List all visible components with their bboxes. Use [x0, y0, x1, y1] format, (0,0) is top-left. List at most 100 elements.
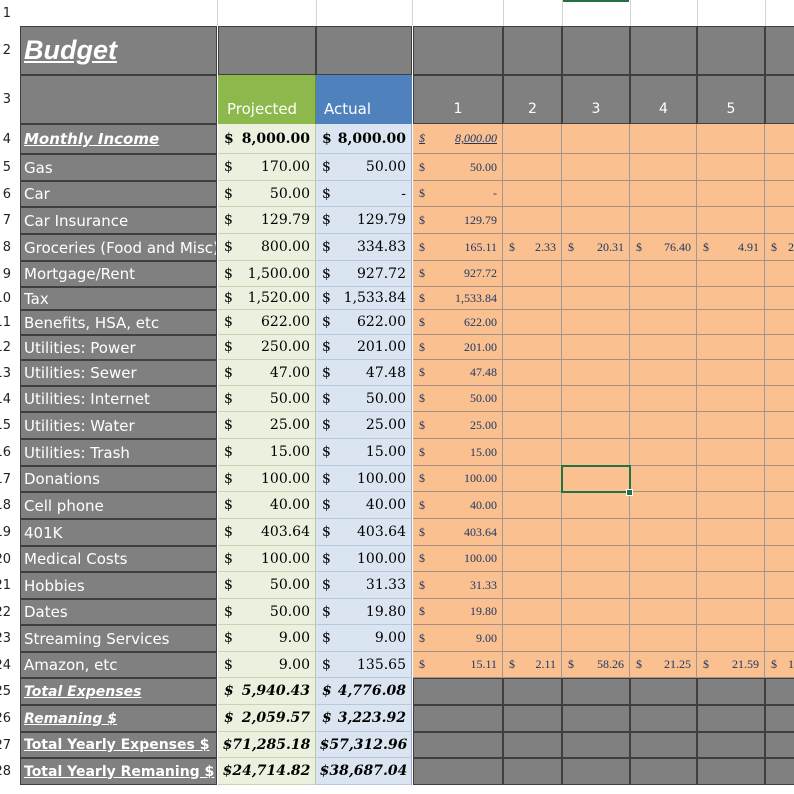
- expense-actual[interactable]: $50.00: [316, 154, 412, 181]
- expense-week-5[interactable]: [697, 412, 765, 439]
- expense-week-3[interactable]: [562, 599, 630, 625]
- expense-projected[interactable]: $9.00: [218, 625, 316, 652]
- expense-actual[interactable]: $403.64: [316, 519, 412, 546]
- expense-week-2[interactable]: [503, 310, 562, 335]
- expense-week-5[interactable]: [697, 287, 765, 310]
- expense-week-5[interactable]: [697, 360, 765, 386]
- expense-week-4[interactable]: [630, 625, 697, 652]
- week-header[interactable]: 4: [630, 75, 697, 124]
- expense-week-6[interactable]: [765, 360, 794, 386]
- expense-week-6[interactable]: [765, 519, 794, 546]
- expense-label[interactable]: Groceries (Food and Misc): [20, 234, 217, 261]
- expense-week-6[interactable]: [765, 466, 794, 492]
- expense-actual[interactable]: $201.00: [316, 335, 412, 360]
- totals-label[interactable]: Total Yearly Expenses $: [20, 732, 217, 758]
- expense-week-4[interactable]: [630, 181, 697, 207]
- row-header[interactable]: 1: [0, 0, 12, 26]
- row-header[interactable]: 18: [0, 492, 12, 519]
- expense-projected[interactable]: $50.00: [218, 386, 316, 412]
- expense-actual[interactable]: $ -: [316, 181, 412, 207]
- expense-projected[interactable]: $1,500.00: [218, 261, 316, 287]
- expense-actual[interactable]: $334.83: [316, 234, 412, 261]
- expense-projected[interactable]: $50.00: [218, 599, 316, 625]
- expense-week-1[interactable]: $19.80: [413, 599, 503, 625]
- expense-projected[interactable]: $40.00: [218, 492, 316, 519]
- expense-label[interactable]: Utilities: Sewer: [20, 360, 217, 386]
- expense-actual[interactable]: $129.79: [316, 207, 412, 234]
- totals-actual[interactable]: $57,312.96: [316, 732, 412, 758]
- expense-week-2[interactable]: [503, 287, 562, 310]
- expense-week-3[interactable]: [562, 154, 630, 181]
- expense-week-3[interactable]: [562, 572, 630, 599]
- expense-week-3[interactable]: [562, 287, 630, 310]
- orange-cell[interactable]: [562, 124, 630, 154]
- expense-week-2[interactable]: $2.11: [503, 652, 562, 678]
- expense-actual[interactable]: $47.48: [316, 360, 412, 386]
- row-header[interactable]: 28: [0, 758, 12, 785]
- expense-week-6[interactable]: [765, 492, 794, 519]
- week-header[interactable]: 2: [503, 75, 562, 124]
- expense-week-4[interactable]: [630, 335, 697, 360]
- actual-header[interactable]: Actual: [316, 75, 412, 124]
- row-header[interactable]: 20: [0, 546, 12, 572]
- income-actual[interactable]: $8,000.00: [316, 124, 412, 154]
- totals-projected[interactable]: $24,714.82: [218, 758, 316, 785]
- fill-handle[interactable]: [626, 489, 633, 496]
- expense-week-3[interactable]: [562, 335, 630, 360]
- expense-week-2[interactable]: [503, 261, 562, 287]
- expense-label[interactable]: Amazon, etc: [20, 652, 217, 678]
- row-header[interactable]: 21: [0, 572, 12, 599]
- expense-week-6[interactable]: $1: [765, 652, 794, 678]
- row-header[interactable]: 25: [0, 678, 12, 705]
- expense-label[interactable]: Hobbies: [20, 572, 217, 599]
- week-header[interactable]: 5: [697, 75, 765, 124]
- expense-label[interactable]: Mortgage/Rent: [20, 261, 217, 287]
- expense-week-3[interactable]: [562, 412, 630, 439]
- expense-actual[interactable]: $9.00: [316, 625, 412, 652]
- expense-projected[interactable]: $15.00: [218, 439, 316, 466]
- expense-week-4[interactable]: [630, 492, 697, 519]
- expense-week-2[interactable]: $2.33: [503, 234, 562, 261]
- expense-week-1[interactable]: $403.64: [413, 519, 503, 546]
- totals-projected[interactable]: $71,285.18: [218, 732, 316, 758]
- expense-week-6[interactable]: [765, 181, 794, 207]
- row-header[interactable]: 2: [0, 26, 12, 75]
- expense-projected[interactable]: $100.00: [218, 466, 316, 492]
- expense-week-5[interactable]: [697, 466, 765, 492]
- expense-week-5[interactable]: [697, 261, 765, 287]
- totals-label[interactable]: Total Yearly Remaning $: [20, 758, 217, 785]
- row-header[interactable]: 8: [0, 234, 12, 261]
- expense-week-3[interactable]: [562, 519, 630, 546]
- totals-label[interactable]: Remaning $: [20, 705, 217, 732]
- week-header[interactable]: 3: [562, 75, 630, 124]
- expense-week-5[interactable]: [697, 335, 765, 360]
- expense-label[interactable]: Utilities: Trash: [20, 439, 217, 466]
- row-header[interactable]: 3: [0, 75, 12, 124]
- expense-week-5[interactable]: [697, 310, 765, 335]
- expense-week-3[interactable]: $58.26: [562, 652, 630, 678]
- expense-week-6[interactable]: [765, 439, 794, 466]
- expense-projected[interactable]: $50.00: [218, 572, 316, 599]
- expense-actual[interactable]: $100.00: [316, 546, 412, 572]
- expense-week-4[interactable]: $76.40: [630, 234, 697, 261]
- expense-week-6[interactable]: [765, 572, 794, 599]
- expense-week-4[interactable]: [630, 466, 697, 492]
- expense-actual[interactable]: $40.00: [316, 492, 412, 519]
- expense-actual[interactable]: $1,533.84: [316, 287, 412, 310]
- expense-projected[interactable]: $800.00: [218, 234, 316, 261]
- row-header[interactable]: 14: [0, 386, 12, 412]
- expense-week-3[interactable]: [562, 386, 630, 412]
- expense-week-3[interactable]: [562, 360, 630, 386]
- totals-actual[interactable]: $4,776.08: [316, 678, 412, 705]
- row-header[interactable]: 27: [0, 732, 12, 758]
- expense-week-2[interactable]: [503, 207, 562, 234]
- row-header[interactable]: 22: [0, 599, 12, 625]
- expense-actual[interactable]: $50.00: [316, 386, 412, 412]
- expense-week-5[interactable]: [697, 439, 765, 466]
- expense-projected[interactable]: $9.00: [218, 652, 316, 678]
- row-header[interactable]: 19: [0, 519, 12, 546]
- expense-week-1[interactable]: $15.11: [413, 652, 503, 678]
- expense-actual[interactable]: $622.00: [316, 310, 412, 335]
- row-header[interactable]: 23: [0, 625, 12, 652]
- expense-week-1[interactable]: $40.00: [413, 492, 503, 519]
